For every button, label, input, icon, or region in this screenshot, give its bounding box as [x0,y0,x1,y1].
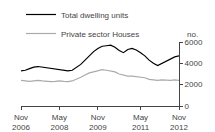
svg-text:Nov2012: Nov2012 [170,113,188,132]
svg-text:2000: 2000 [185,80,203,89]
svg-text:0: 0 [185,102,190,111]
svg-text:6000: 6000 [185,38,203,47]
svg-text:Total dwelling units: Total dwelling units [61,11,128,20]
svg-text:Nov2006: Nov2006 [12,113,30,132]
svg-text:Private sector Houses: Private sector Houses [61,30,139,39]
svg-text:no.: no. [187,30,198,39]
svg-text:May2008: May2008 [51,113,69,132]
svg-text:Nov2009: Nov2009 [89,113,107,132]
svg-text:May2011: May2011 [132,113,150,132]
svg-text:4000: 4000 [185,59,203,68]
